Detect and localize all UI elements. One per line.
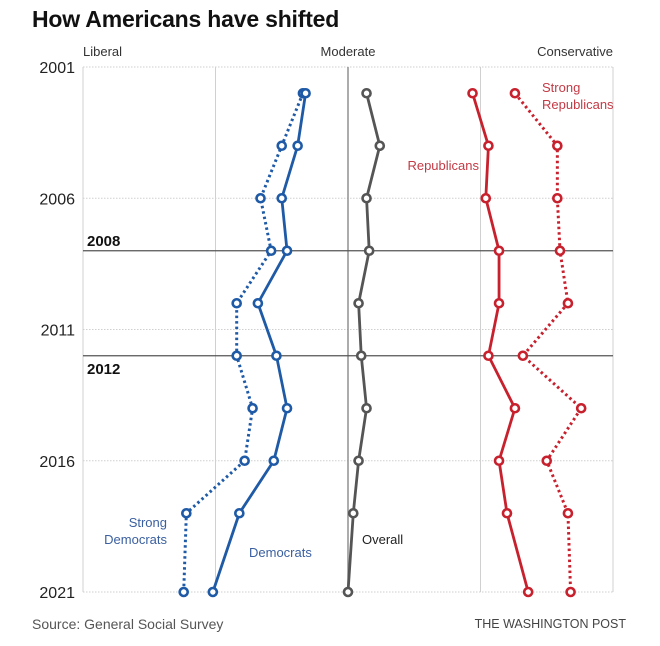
data-point [207,586,219,598]
series-label-line: Republicans [407,158,479,173]
y-tick-label: 2011 [41,323,76,340]
data-point [252,297,264,309]
data-point [361,402,372,414]
data-point [231,297,242,309]
data-point [483,140,494,152]
chart-title: How Americans have shifted [32,6,340,32]
data-point [268,455,280,467]
data-point [281,245,293,257]
series-overall [342,87,386,598]
series-strong-republicans [509,87,587,598]
publisher-credit: THE WASHINGTON POST [474,617,626,631]
axis-labels: 2001 2006 2011 2016 2021 2008 2012 Liberal Moder… [39,44,613,602]
data-point [480,192,492,204]
series-label-overall: Overall [362,532,403,547]
series-labels: Strong Democrats Democrats Overall Republica… [104,80,614,560]
series-line [346,92,382,593]
data-point [181,507,192,519]
series-label-line: Strong [542,80,580,95]
data-point [276,140,288,152]
data-point [342,586,354,598]
data-point [239,455,250,467]
data-point [231,350,242,362]
data-point [347,507,359,519]
series-label-democrats: Democrats [249,545,312,560]
series-label-strong-republicans: Strong Republicans [542,80,614,112]
series-republicans [467,87,534,598]
series-layer [178,87,587,598]
data-point [554,245,566,257]
data-point [541,455,553,467]
y-tick-label: 2001 [39,60,75,77]
data-point [355,350,367,362]
data-point [247,402,258,414]
data-point [493,455,505,467]
series-label-strong-democrats: Strong Democrats [104,515,167,547]
series-democrats [207,87,311,598]
grid-layer [82,66,614,593]
data-point [265,245,277,257]
data-point [517,350,529,362]
data-point [178,586,189,598]
data-point [361,192,372,204]
data-point [234,507,245,519]
series-label-line: Democrats [104,532,167,547]
series-label-line: Democrats [249,545,312,560]
data-point [501,507,513,519]
series-label-line: Overall [362,532,403,547]
data-point [276,192,288,204]
y-tick-label: 2006 [39,191,75,208]
data-point [255,192,266,204]
data-point [361,87,372,99]
source-note: Source: General Social Survey [32,616,224,632]
x-label-conservative: Conservative [537,44,613,59]
data-point [353,455,364,467]
data-point [483,350,494,362]
data-point [565,586,576,598]
data-point [562,507,574,519]
x-label-liberal: Liberal [83,44,122,59]
data-point [552,192,563,204]
data-point [509,402,521,414]
data-point [363,245,375,257]
data-point [493,297,505,309]
series-line [182,92,305,593]
series-line [513,92,583,593]
annotation-label-2012: 2012 [87,361,120,378]
data-point [374,140,386,152]
y-tick-label: 2021 [39,585,75,602]
data-point [353,297,364,309]
series-label-line: Republicans [542,97,614,112]
data-point [300,87,311,99]
y-tick-label: 2016 [39,454,75,471]
series-strong-democrats [178,87,309,598]
data-point [467,87,478,99]
data-point [575,402,587,414]
series-label-line: Strong [129,515,167,530]
data-point [522,586,534,598]
series-label-republicans: Republicans [407,158,479,173]
data-point [493,245,505,257]
data-point [281,402,293,414]
data-point [552,140,563,152]
x-label-moderate: Moderate [321,44,376,59]
data-point [562,297,574,309]
data-point [292,140,303,152]
data-point [509,87,521,99]
data-point [271,350,282,362]
series-line [471,92,530,593]
annotation-label-2008: 2008 [87,233,120,250]
series-line [211,93,307,593]
